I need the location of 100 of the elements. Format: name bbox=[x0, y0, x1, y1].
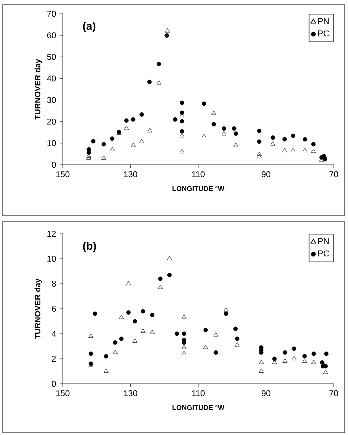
point bbox=[110, 136, 115, 142]
point bbox=[212, 122, 216, 127]
point bbox=[119, 336, 124, 342]
point bbox=[282, 137, 288, 142]
y-tick-label: 30 bbox=[47, 97, 56, 104]
point bbox=[257, 128, 262, 134]
point bbox=[131, 142, 136, 148]
point bbox=[312, 352, 316, 356]
point bbox=[102, 142, 106, 147]
point bbox=[291, 134, 296, 138]
y-tick-label: 8 bbox=[52, 281, 56, 287]
point bbox=[132, 319, 138, 324]
point bbox=[140, 328, 146, 333]
y-tick-label: 50 bbox=[47, 54, 56, 60]
x-tick-label: 70 bbox=[330, 390, 338, 397]
point bbox=[131, 117, 136, 122]
point bbox=[180, 133, 185, 138]
point bbox=[86, 156, 92, 160]
point bbox=[92, 312, 98, 316]
x-tick-label: 110 bbox=[192, 172, 205, 178]
point bbox=[182, 340, 186, 345]
y-tick-label: 0 bbox=[52, 162, 56, 168]
point bbox=[222, 126, 226, 131]
legend-label: PC bbox=[318, 30, 330, 37]
point bbox=[156, 80, 162, 85]
point bbox=[119, 314, 124, 320]
y-tick-label: 10 bbox=[48, 256, 56, 262]
point bbox=[292, 346, 297, 352]
point bbox=[173, 117, 178, 122]
point bbox=[164, 34, 170, 38]
point bbox=[182, 332, 186, 336]
point bbox=[257, 140, 262, 144]
point bbox=[302, 354, 308, 359]
point bbox=[150, 313, 155, 318]
legend-label: PN bbox=[318, 18, 329, 24]
y-tick-label: 6 bbox=[52, 306, 56, 312]
point bbox=[312, 360, 316, 364]
y-tick-label: 2 bbox=[52, 356, 56, 362]
point bbox=[88, 334, 94, 338]
point bbox=[202, 102, 206, 106]
point bbox=[234, 326, 238, 332]
point bbox=[290, 148, 296, 152]
point bbox=[222, 131, 227, 136]
point bbox=[104, 354, 109, 359]
y-tick-label: 60 bbox=[47, 32, 56, 39]
text: (a) bbox=[83, 22, 96, 32]
point bbox=[272, 356, 277, 362]
point bbox=[139, 139, 144, 144]
point bbox=[124, 126, 130, 130]
x-tick-label: 150 bbox=[56, 172, 70, 178]
x-tick-label: 130 bbox=[124, 390, 138, 397]
point bbox=[224, 312, 228, 316]
point bbox=[292, 356, 297, 360]
x-tick-label: 150 bbox=[56, 390, 70, 397]
point bbox=[180, 149, 185, 154]
point bbox=[232, 126, 237, 131]
point bbox=[303, 137, 308, 142]
point bbox=[311, 142, 316, 147]
point bbox=[282, 148, 288, 152]
y-tick-label: 20 bbox=[47, 118, 56, 125]
point bbox=[168, 273, 172, 278]
y-tick-label: 40 bbox=[47, 76, 56, 82]
legend-label: PC bbox=[318, 250, 330, 257]
y-tick-label: 70 bbox=[47, 11, 56, 17]
point bbox=[311, 148, 316, 154]
point bbox=[259, 360, 264, 364]
point bbox=[124, 118, 129, 123]
point bbox=[140, 112, 144, 117]
point bbox=[158, 276, 163, 282]
x-tick-label: 130 bbox=[124, 172, 138, 178]
point bbox=[224, 307, 229, 312]
point bbox=[182, 344, 187, 350]
point bbox=[104, 368, 109, 373]
point bbox=[257, 152, 262, 156]
point bbox=[270, 141, 276, 146]
point bbox=[150, 330, 155, 334]
point bbox=[88, 352, 94, 356]
point bbox=[235, 336, 240, 342]
point bbox=[86, 150, 92, 156]
point bbox=[126, 281, 132, 286]
point bbox=[174, 332, 180, 336]
point bbox=[110, 147, 115, 152]
point bbox=[158, 284, 164, 290]
point bbox=[257, 154, 262, 159]
point bbox=[234, 142, 239, 148]
point bbox=[91, 139, 96, 144]
x-tick-label: 70 bbox=[330, 172, 338, 178]
point bbox=[202, 134, 207, 138]
point bbox=[235, 342, 240, 347]
text: (b) bbox=[83, 242, 96, 252]
point bbox=[126, 310, 131, 315]
point bbox=[182, 351, 187, 356]
x-tick-label: 110 bbox=[192, 390, 205, 397]
point bbox=[214, 332, 219, 337]
x-tick-label: 90 bbox=[262, 390, 271, 397]
point bbox=[180, 110, 184, 116]
y-tick-label: 12 bbox=[48, 231, 56, 237]
point bbox=[259, 368, 264, 373]
point bbox=[234, 132, 238, 136]
point bbox=[148, 80, 152, 84]
